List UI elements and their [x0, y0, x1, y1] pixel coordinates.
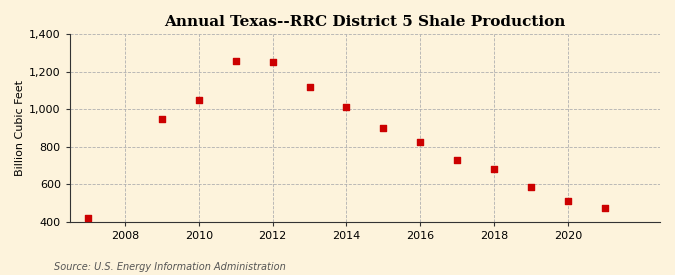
Y-axis label: Billion Cubic Feet: Billion Cubic Feet	[15, 80, 25, 176]
Point	[526, 185, 537, 189]
Point	[157, 116, 167, 121]
Title: Annual Texas--RRC District 5 Shale Production: Annual Texas--RRC District 5 Shale Produ…	[164, 15, 566, 29]
Point	[599, 205, 610, 210]
Point	[452, 158, 462, 162]
Point	[341, 105, 352, 110]
Point	[194, 98, 205, 102]
Point	[378, 126, 389, 130]
Point	[489, 167, 500, 171]
Text: Source: U.S. Energy Information Administration: Source: U.S. Energy Information Administ…	[54, 262, 286, 272]
Point	[230, 58, 241, 63]
Point	[267, 59, 278, 64]
Point	[304, 85, 315, 89]
Point	[415, 140, 426, 144]
Point	[562, 199, 573, 203]
Point	[83, 216, 94, 220]
